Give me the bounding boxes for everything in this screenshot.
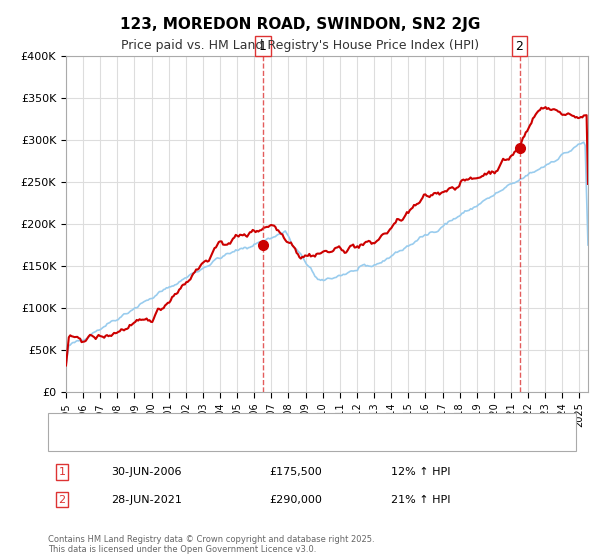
Text: 28-JUN-2021: 28-JUN-2021: [112, 494, 182, 505]
Text: 30-JUN-2006: 30-JUN-2006: [112, 467, 182, 477]
Text: 21% ↑ HPI: 21% ↑ HPI: [391, 494, 451, 505]
Text: 12% ↑ HPI: 12% ↑ HPI: [391, 467, 451, 477]
Text: 1: 1: [259, 40, 267, 53]
Text: 123, MOREDON ROAD, SWINDON, SN2 2JG (semi-detached house): 123, MOREDON ROAD, SWINDON, SN2 2JG (sem…: [101, 418, 446, 428]
Text: £175,500: £175,500: [270, 467, 323, 477]
Text: Price paid vs. HM Land Registry's House Price Index (HPI): Price paid vs. HM Land Registry's House …: [121, 39, 479, 52]
FancyBboxPatch shape: [48, 413, 576, 451]
Text: Contains HM Land Registry data © Crown copyright and database right 2025.
This d: Contains HM Land Registry data © Crown c…: [48, 535, 374, 554]
Text: 123, MOREDON ROAD, SWINDON, SN2 2JG: 123, MOREDON ROAD, SWINDON, SN2 2JG: [120, 17, 480, 32]
Text: HPI: Average price, semi-detached house, Swindon: HPI: Average price, semi-detached house,…: [101, 435, 367, 445]
Text: 1: 1: [59, 467, 65, 477]
Text: 2: 2: [515, 40, 523, 53]
Text: £290,000: £290,000: [270, 494, 323, 505]
Text: 2: 2: [59, 494, 65, 505]
